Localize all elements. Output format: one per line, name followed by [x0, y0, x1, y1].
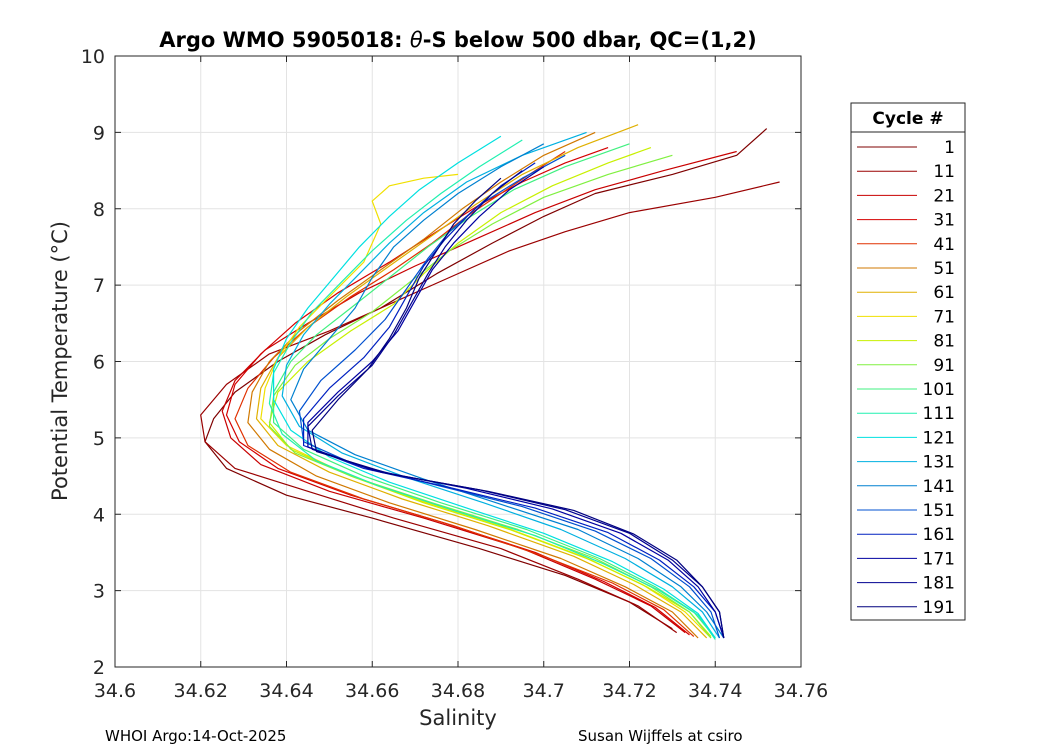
x-tick-label: 34.72	[602, 680, 656, 702]
legend-label: 11	[933, 162, 955, 182]
y-tick-label: 8	[93, 199, 105, 221]
x-tick-label: 34.62	[174, 680, 228, 702]
legend-label: 191	[923, 598, 955, 618]
legend-entries: 1112131415161718191101111121131141151161…	[857, 138, 955, 618]
legend-label: 71	[933, 307, 955, 327]
series-line-cycle-131	[281, 131, 721, 639]
legend-label: 41	[933, 235, 955, 255]
series-line-cycle-161	[303, 162, 725, 639]
y-tick-label: 10	[81, 46, 105, 68]
axis-ticks: 34.6 34.62 34.64 34.66 34.68 34.7 34.72 34.74 34…	[81, 46, 828, 702]
y-tick-label: 5	[93, 428, 105, 450]
legend-label: 121	[923, 428, 955, 448]
legend-title: Cycle #	[872, 109, 943, 129]
legend-label: 131	[923, 453, 955, 473]
x-tick-label: 34.7	[523, 680, 565, 702]
footer-left: WHOI Argo:14-Oct-2025	[105, 727, 286, 745]
legend-label: 181	[923, 574, 955, 594]
series-line-cycle-1	[204, 128, 768, 630]
x-tick-label: 34.64	[259, 680, 313, 702]
legend-label: 111	[923, 404, 955, 424]
x-tick-label: 34.66	[345, 680, 399, 702]
legend-label: 51	[933, 259, 955, 279]
series-line-cycle-111	[268, 139, 716, 640]
legend-label: 141	[923, 477, 955, 497]
x-tick-label: 34.6	[94, 680, 136, 702]
y-tick-label: 4	[93, 504, 105, 526]
legend-label: 31	[933, 211, 955, 231]
legend-label: 81	[933, 332, 955, 352]
series-line-cycle-171	[307, 166, 725, 639]
y-tick-label: 2	[93, 657, 105, 679]
chart-title: Argo WMO 5905018: θ-S below 500 dbar, QC…	[159, 28, 756, 52]
legend-label: 101	[923, 380, 955, 400]
legend-label: 1	[944, 138, 955, 158]
x-tick-label: 34.76	[774, 680, 828, 702]
series-line-cycle-81	[268, 147, 712, 637]
series-line-cycle-121	[273, 135, 716, 639]
y-axis-label: Potential Temperature (°C)	[48, 221, 72, 501]
y-tick-label: 6	[93, 352, 105, 374]
y-tick-label: 3	[93, 581, 105, 603]
series-line-cycle-191	[311, 177, 725, 639]
legend-label: 161	[923, 525, 955, 545]
legend-label: 151	[923, 501, 955, 521]
series-line-cycle-141	[290, 143, 725, 639]
y-tick-label: 9	[93, 122, 105, 144]
y-tick-label: 7	[93, 275, 105, 297]
series-lines	[200, 124, 780, 640]
footer-right: Susan Wijffels at csiro	[578, 727, 743, 745]
series-line-cycle-181	[307, 170, 725, 639]
legend-label: 171	[923, 549, 955, 569]
x-axis-label: Salinity	[419, 706, 497, 730]
series-line-cycle-11	[200, 181, 780, 634]
series-line-cycle-61	[255, 124, 708, 639]
series-line-cycle-51	[247, 131, 699, 639]
legend-label: 21	[933, 186, 955, 206]
legend: Cycle # 11121314151617181911011111211311…	[850, 102, 966, 621]
x-tick-label: 34.68	[431, 680, 485, 702]
legend-label: 61	[933, 283, 955, 303]
x-tick-label: 34.74	[688, 680, 742, 702]
legend-label: 91	[933, 356, 955, 376]
